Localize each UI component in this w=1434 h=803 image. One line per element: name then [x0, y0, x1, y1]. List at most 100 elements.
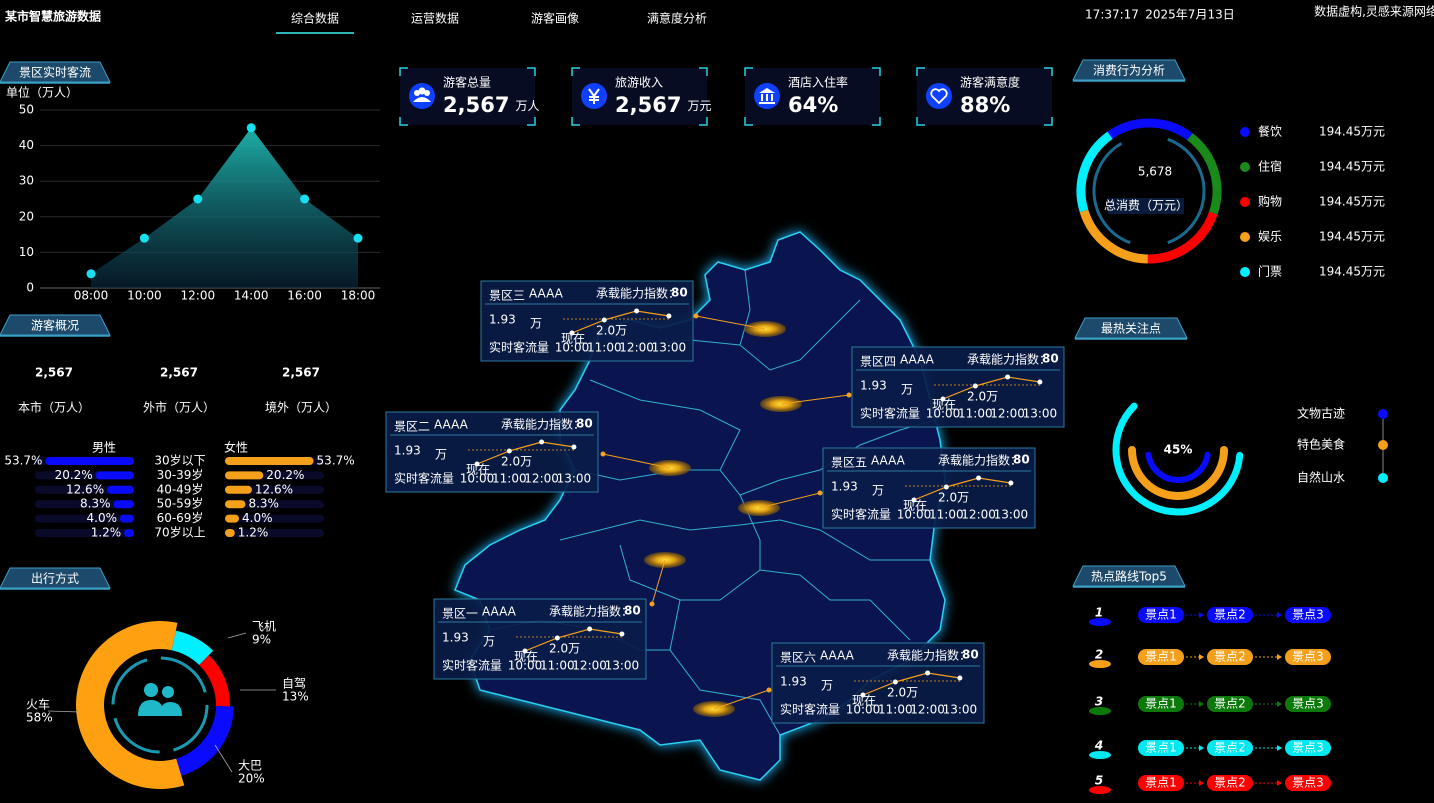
section-banner [0, 314, 111, 336]
legend-value: 194.45万元 [1319, 125, 1385, 139]
spot-name: 景区三 [489, 289, 525, 303]
route-stop-label: 景点3 [1292, 776, 1324, 790]
y-tick-label: 20 [19, 209, 34, 223]
legend-value: 194.45万元 [1319, 265, 1385, 279]
hot-legend-dot [1378, 440, 1388, 450]
spot-name: 景区四 [860, 355, 896, 369]
kpi-label: 酒店入住率 [788, 75, 848, 90]
page-title: 某市智慧旅游数据 [5, 9, 101, 24]
rank-platform [1089, 618, 1111, 626]
ref-label: 2.0万 [549, 642, 580, 656]
transport-segment [199, 654, 230, 707]
kpi-value: 2,567 万人 [443, 93, 539, 117]
kpi-corner [744, 67, 881, 126]
index-label: 承载能力指数： [967, 352, 1051, 367]
trend-point [1005, 374, 1011, 380]
female-value: 1.2% [238, 526, 268, 540]
route-stop [1138, 775, 1184, 791]
spot-unit: 万 [435, 448, 447, 462]
rank-platform [1089, 751, 1111, 759]
time-label: 12:00 [619, 341, 654, 355]
route-stop [1285, 649, 1331, 665]
icon-glyph [588, 88, 600, 104]
section-banner [1072, 59, 1186, 81]
time-label: 11:00 [958, 407, 993, 421]
route-stop [1285, 607, 1331, 623]
spot-flow: 1.93 [831, 480, 858, 494]
transport-label: 火车 [26, 697, 50, 712]
section-title: 热点路线Top5 [1091, 569, 1167, 584]
route-stop [1207, 775, 1253, 791]
spot-unit: 万 [872, 484, 884, 498]
connector-dot [846, 392, 852, 398]
female-bar [225, 514, 239, 523]
index-label: 承载能力指数： [501, 417, 585, 432]
trend-point [601, 317, 607, 323]
time-label: 12:00 [572, 659, 607, 673]
border [669, 599, 781, 736]
y-tick-label: 10 [19, 245, 34, 259]
y-tick-label: 50 [19, 103, 34, 117]
visitor-count: 2,567 [35, 366, 73, 380]
trend-point [976, 475, 982, 481]
time-label: 13:00 [1023, 407, 1058, 421]
ring-decor [1167, 137, 1206, 245]
time-label: 12:00 [524, 472, 559, 486]
time-label: 10:00 [460, 472, 495, 486]
hot-item: 文物古迹 [1297, 406, 1345, 421]
spot-level: AAAA [871, 454, 906, 468]
bar-track [35, 514, 134, 523]
route-rank: 4 [1094, 739, 1103, 753]
hot-legend-dot [1378, 409, 1388, 419]
nav-tab[interactable]: 综合数据 [291, 11, 339, 26]
transport-segment [76, 620, 185, 789]
bar-track [225, 514, 324, 523]
connector-dot [766, 687, 772, 693]
trend-line [942, 376, 1040, 400]
route-stop [1207, 649, 1253, 665]
time-label: 12:00 [961, 508, 996, 522]
trend-line [913, 477, 1011, 501]
index-label: 承载能力指数： [596, 286, 680, 301]
leader-line [214, 744, 233, 773]
route-stop [1285, 696, 1331, 712]
female-value: 8.3% [248, 497, 279, 511]
time-label: 11:00 [929, 508, 964, 522]
nav-tab[interactable]: 满意度分析 [647, 11, 707, 26]
now-label: 现在 [903, 499, 927, 513]
spot-flow: 1.93 [442, 631, 469, 645]
card-bg [822, 447, 1036, 529]
now-label: 现在 [561, 332, 585, 346]
now-label: 现在 [852, 694, 876, 708]
flow-label: 实时客流量 [780, 702, 840, 717]
route-stop-label: 景点3 [1292, 741, 1324, 755]
age-label: 30岁以下 [154, 453, 205, 468]
legend-dot [1240, 267, 1250, 277]
transport-value: 58% [26, 711, 53, 725]
nav-tab[interactable]: 游客画像 [531, 11, 579, 26]
ref-label: 2.0万 [501, 455, 532, 469]
route-arrowhead [1199, 701, 1204, 707]
route-stop-label: 景点2 [1214, 608, 1246, 622]
trend-line [524, 628, 622, 652]
bar-track [225, 529, 324, 537]
kpi-number: 2,567 [443, 93, 509, 117]
nav-tab[interactable]: 运营数据 [411, 11, 459, 26]
age-label: 70岁以上 [154, 525, 205, 540]
route-stop [1207, 740, 1253, 756]
hot-value-arc [1145, 451, 1211, 483]
people-icon [144, 683, 158, 697]
spot-level: AAAA [482, 605, 517, 619]
male-bar [95, 471, 134, 480]
flow-area [91, 127, 358, 288]
clock-time: 17:37:17 [1085, 8, 1139, 22]
index-value: 80 [962, 648, 979, 662]
transport-value: 9% [252, 633, 271, 647]
section-banner [0, 567, 111, 589]
route-stop [1138, 607, 1184, 623]
spot-level: AAAA [900, 353, 935, 367]
